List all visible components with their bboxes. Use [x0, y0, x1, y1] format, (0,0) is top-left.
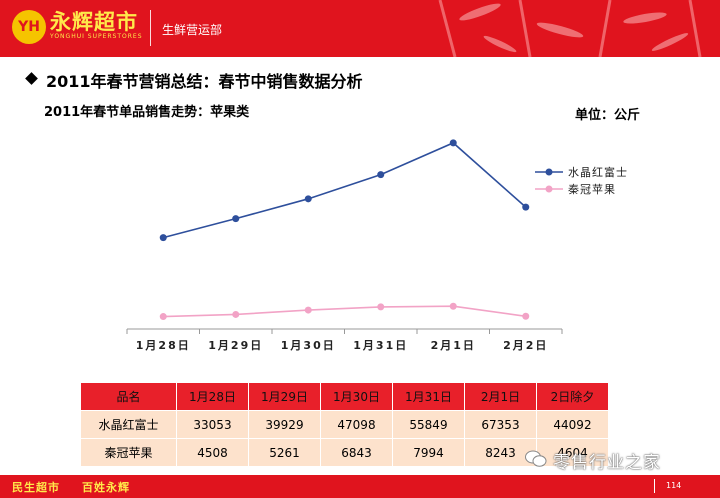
- table-cell: 7994: [392, 438, 465, 467]
- table-cell: 6843: [320, 438, 393, 467]
- brand-subtitle: YONGHUI SUPERSTORES: [50, 33, 143, 40]
- data-point: [232, 310, 240, 318]
- table-header-cell: 2月1日: [464, 382, 537, 411]
- header-banner: YH 永辉超市 YONGHUI SUPERSTORES 生鲜营运部: [0, 0, 720, 57]
- table-cell: 44092: [536, 410, 609, 439]
- bamboo-decoration: [438, 0, 702, 57]
- data-point: [304, 306, 312, 314]
- chart-subtitle: 2011年春节单品销售走势：苹果类: [44, 105, 250, 120]
- x-tick-label: 2月2日: [503, 339, 548, 352]
- x-tick-label: 1月31日: [353, 339, 408, 352]
- data-point: [449, 302, 457, 310]
- table-cell: 55849: [392, 410, 465, 439]
- unit-label: 单位：公斤: [575, 108, 641, 123]
- series-line: [163, 141, 527, 239]
- x-tick-label: 1月28日: [136, 339, 191, 352]
- footer-bar: 民生超市 百姓永辉 114: [0, 475, 720, 498]
- x-tick-label: 1月29日: [208, 339, 263, 352]
- table-cell: 47098: [320, 410, 393, 439]
- brand-name: 永辉超市: [50, 10, 138, 34]
- table-header-cell: 品名: [80, 382, 177, 411]
- table-header-cell: 1月31日: [392, 382, 465, 411]
- data-point: [377, 171, 385, 179]
- footer-divider: [654, 479, 655, 493]
- table-cell: 水晶红富士: [80, 410, 177, 439]
- table-header-row: 品名 1月28日 1月29日 1月30日 1月31日 2月1日 2日除夕: [80, 382, 609, 411]
- footer-slogan-right: 百姓永辉: [82, 481, 130, 494]
- table-cell: 秦冠苹果: [80, 438, 177, 467]
- wechat-icon: [525, 450, 547, 467]
- legend-swatch-marker: [545, 185, 553, 193]
- legend-label: 秦冠苹果: [568, 182, 616, 196]
- legend-swatch-marker: [545, 168, 553, 176]
- data-point: [377, 303, 385, 311]
- series-line: [163, 305, 526, 318]
- table-header-cell: 2日除夕: [536, 382, 609, 411]
- table-cell: 5261: [248, 438, 321, 467]
- footer-slogan-left: 民生超市: [12, 481, 60, 494]
- data-point: [159, 234, 167, 242]
- watermark-text: 零售行业之家: [553, 453, 661, 473]
- table-header-cell: 1月29日: [248, 382, 321, 411]
- data-point: [522, 312, 530, 320]
- table-cell: 33053: [176, 410, 249, 439]
- department-label: 生鲜营运部: [162, 23, 223, 37]
- page-number: 114: [666, 481, 682, 490]
- data-point: [159, 313, 167, 321]
- table-cell: 67353: [464, 410, 537, 439]
- table-cell: 39929: [248, 410, 321, 439]
- data-point: [232, 215, 240, 223]
- logo-icon: YH: [12, 10, 46, 44]
- sales-data-table: 品名 1月28日 1月29日 1月30日 1月31日 2月1日 2日除夕 水晶红…: [80, 382, 609, 467]
- legend-label: 水晶红富士: [568, 165, 628, 179]
- page-title: 2011年春节营销总结：春节中销售数据分析: [46, 72, 363, 91]
- table-header-cell: 1月30日: [320, 382, 393, 411]
- table-cell: 4508: [176, 438, 249, 467]
- table-header-cell: 1月28日: [176, 382, 249, 411]
- table-row: 水晶红富士 33053 39929 47098 55849 67353 4409…: [80, 410, 609, 439]
- table-cell: 8243: [464, 438, 537, 467]
- x-tick-label: 1月30日: [281, 339, 336, 352]
- x-tick-label: 2月1日: [431, 339, 476, 352]
- table-row: 秦冠苹果 4508 5261 6843 7994 8243 4604: [80, 438, 609, 467]
- data-point: [449, 139, 457, 147]
- data-point: [522, 203, 530, 211]
- watermark: 零售行业之家: [525, 448, 705, 474]
- header-divider: [150, 10, 151, 46]
- data-point: [304, 195, 312, 203]
